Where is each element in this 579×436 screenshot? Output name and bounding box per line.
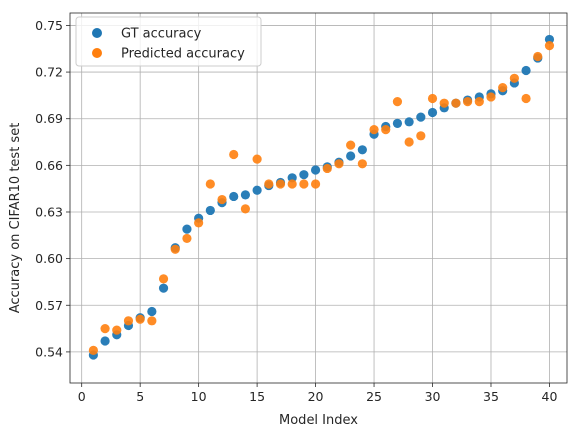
x-tick-label: 5	[136, 389, 144, 404]
predicted-accuracy-point	[88, 345, 98, 355]
gt-accuracy-point	[357, 145, 367, 155]
predicted-accuracy-point	[205, 179, 215, 189]
predicted-accuracy-point	[334, 159, 344, 169]
predicted-accuracy-point	[474, 97, 484, 107]
predicted-accuracy-point	[182, 233, 192, 244]
gt-accuracy-point	[299, 170, 309, 180]
y-tick-label: 0.66	[35, 158, 63, 173]
y-tick-label: 0.69	[35, 111, 63, 126]
predicted-accuracy-point	[544, 41, 555, 51]
predicted-accuracy-point	[416, 131, 426, 141]
predicted-accuracy-point	[392, 97, 403, 107]
predicted-accuracy-point	[147, 316, 157, 326]
predicted-accuracy-point	[275, 179, 286, 189]
predicted-accuracy-point	[521, 93, 531, 104]
x-axis-ticks: 0 5 10 15 20 25 30 35 40	[78, 383, 558, 404]
legend-box	[75, 16, 262, 67]
predicted-accuracy-point	[357, 159, 367, 169]
predicted-accuracy-point	[170, 244, 180, 254]
y-axis-label: Accuracy on CIFAR10 test set	[8, 123, 23, 314]
predicted-accuracy-point	[158, 274, 169, 284]
predicted-accuracy-point	[229, 149, 239, 160]
gt-accuracy-point	[158, 283, 169, 293]
x-tick-label: 35	[483, 389, 499, 404]
predicted-accuracy-point	[252, 154, 262, 164]
y-tick-label: 0.54	[35, 344, 63, 359]
legend: GT accuracy Predicted accuracy	[75, 16, 262, 67]
predicted-accuracy-point	[240, 204, 251, 214]
x-tick-label: 30	[425, 389, 441, 404]
predicted-accuracy-point	[439, 98, 449, 108]
gt-accuracy-point	[521, 65, 531, 76]
predicted-accuracy-point	[509, 73, 519, 83]
x-tick-label: 20	[308, 389, 324, 404]
predicted-accuracy-point	[299, 179, 309, 189]
predicted-accuracy-point	[498, 83, 508, 93]
gt-accuracy-point	[310, 165, 321, 175]
legend-marker-gt	[92, 28, 102, 38]
predicted-accuracy-point	[100, 323, 110, 334]
predicted-accuracy-point	[346, 140, 356, 150]
legend-marker-predicted	[92, 48, 102, 58]
legend-label-gt: GT accuracy	[121, 27, 202, 42]
predicted-accuracy-point	[264, 179, 274, 189]
predicted-accuracy-point	[486, 92, 496, 102]
x-tick-label: 15	[249, 389, 265, 404]
plot-border	[69, 12, 568, 384]
gt-accuracy-point	[240, 190, 251, 200]
predicted-accuracy-point	[381, 124, 391, 135]
gt-accuracy-point	[205, 205, 215, 216]
predicted-accuracy-point	[404, 137, 414, 147]
predicted-accuracy-point	[135, 314, 145, 324]
x-tick-label: 40	[542, 389, 558, 404]
gt-accuracy-point	[252, 185, 262, 195]
y-tick-label: 0.75	[35, 18, 63, 33]
predicted-accuracy-point	[322, 163, 332, 174]
gt-accuracy-point	[404, 117, 414, 127]
predicted-accuracy-point	[194, 218, 204, 228]
predicted-accuracy-point	[533, 51, 543, 62]
plot-frame	[69, 12, 568, 384]
y-axis-ticks: 0.54 0.57 0.60 0.63 0.66 0.69 0.72 0.75	[35, 18, 70, 359]
grid	[70, 13, 567, 383]
gt-accuracy-point	[416, 112, 426, 122]
y-tick-label: 0.60	[35, 251, 63, 266]
predicted-accuracy-point	[123, 316, 134, 326]
gt-accuracy-point	[147, 306, 157, 317]
predicted-accuracy-point	[310, 179, 321, 189]
predicted-accuracy-point	[427, 93, 438, 104]
gt-accuracy-point	[229, 191, 239, 202]
gt-accuracy-point	[182, 224, 192, 234]
gt-accuracy-point	[100, 336, 110, 346]
gt-accuracy-point	[392, 118, 403, 128]
x-tick-label: 10	[191, 389, 207, 404]
y-tick-label: 0.63	[35, 204, 63, 219]
gt-accuracy-point	[346, 151, 356, 161]
x-axis-label: Model Index	[279, 413, 358, 428]
data-points	[88, 34, 555, 360]
x-tick-label: 0	[78, 389, 86, 404]
predicted-accuracy-point	[287, 179, 297, 189]
predicted-accuracy-point	[112, 325, 122, 335]
legend-label-predicted: Predicted accuracy	[121, 47, 245, 62]
y-tick-label: 0.57	[35, 298, 63, 313]
predicted-accuracy-point	[451, 98, 461, 108]
y-tick-label: 0.72	[35, 65, 63, 80]
predicted-accuracy-point	[369, 124, 379, 135]
x-tick-label: 25	[366, 389, 382, 404]
gt-accuracy-point	[427, 107, 438, 118]
predicted-accuracy-point	[463, 97, 473, 107]
predicted-accuracy-point	[217, 194, 227, 205]
